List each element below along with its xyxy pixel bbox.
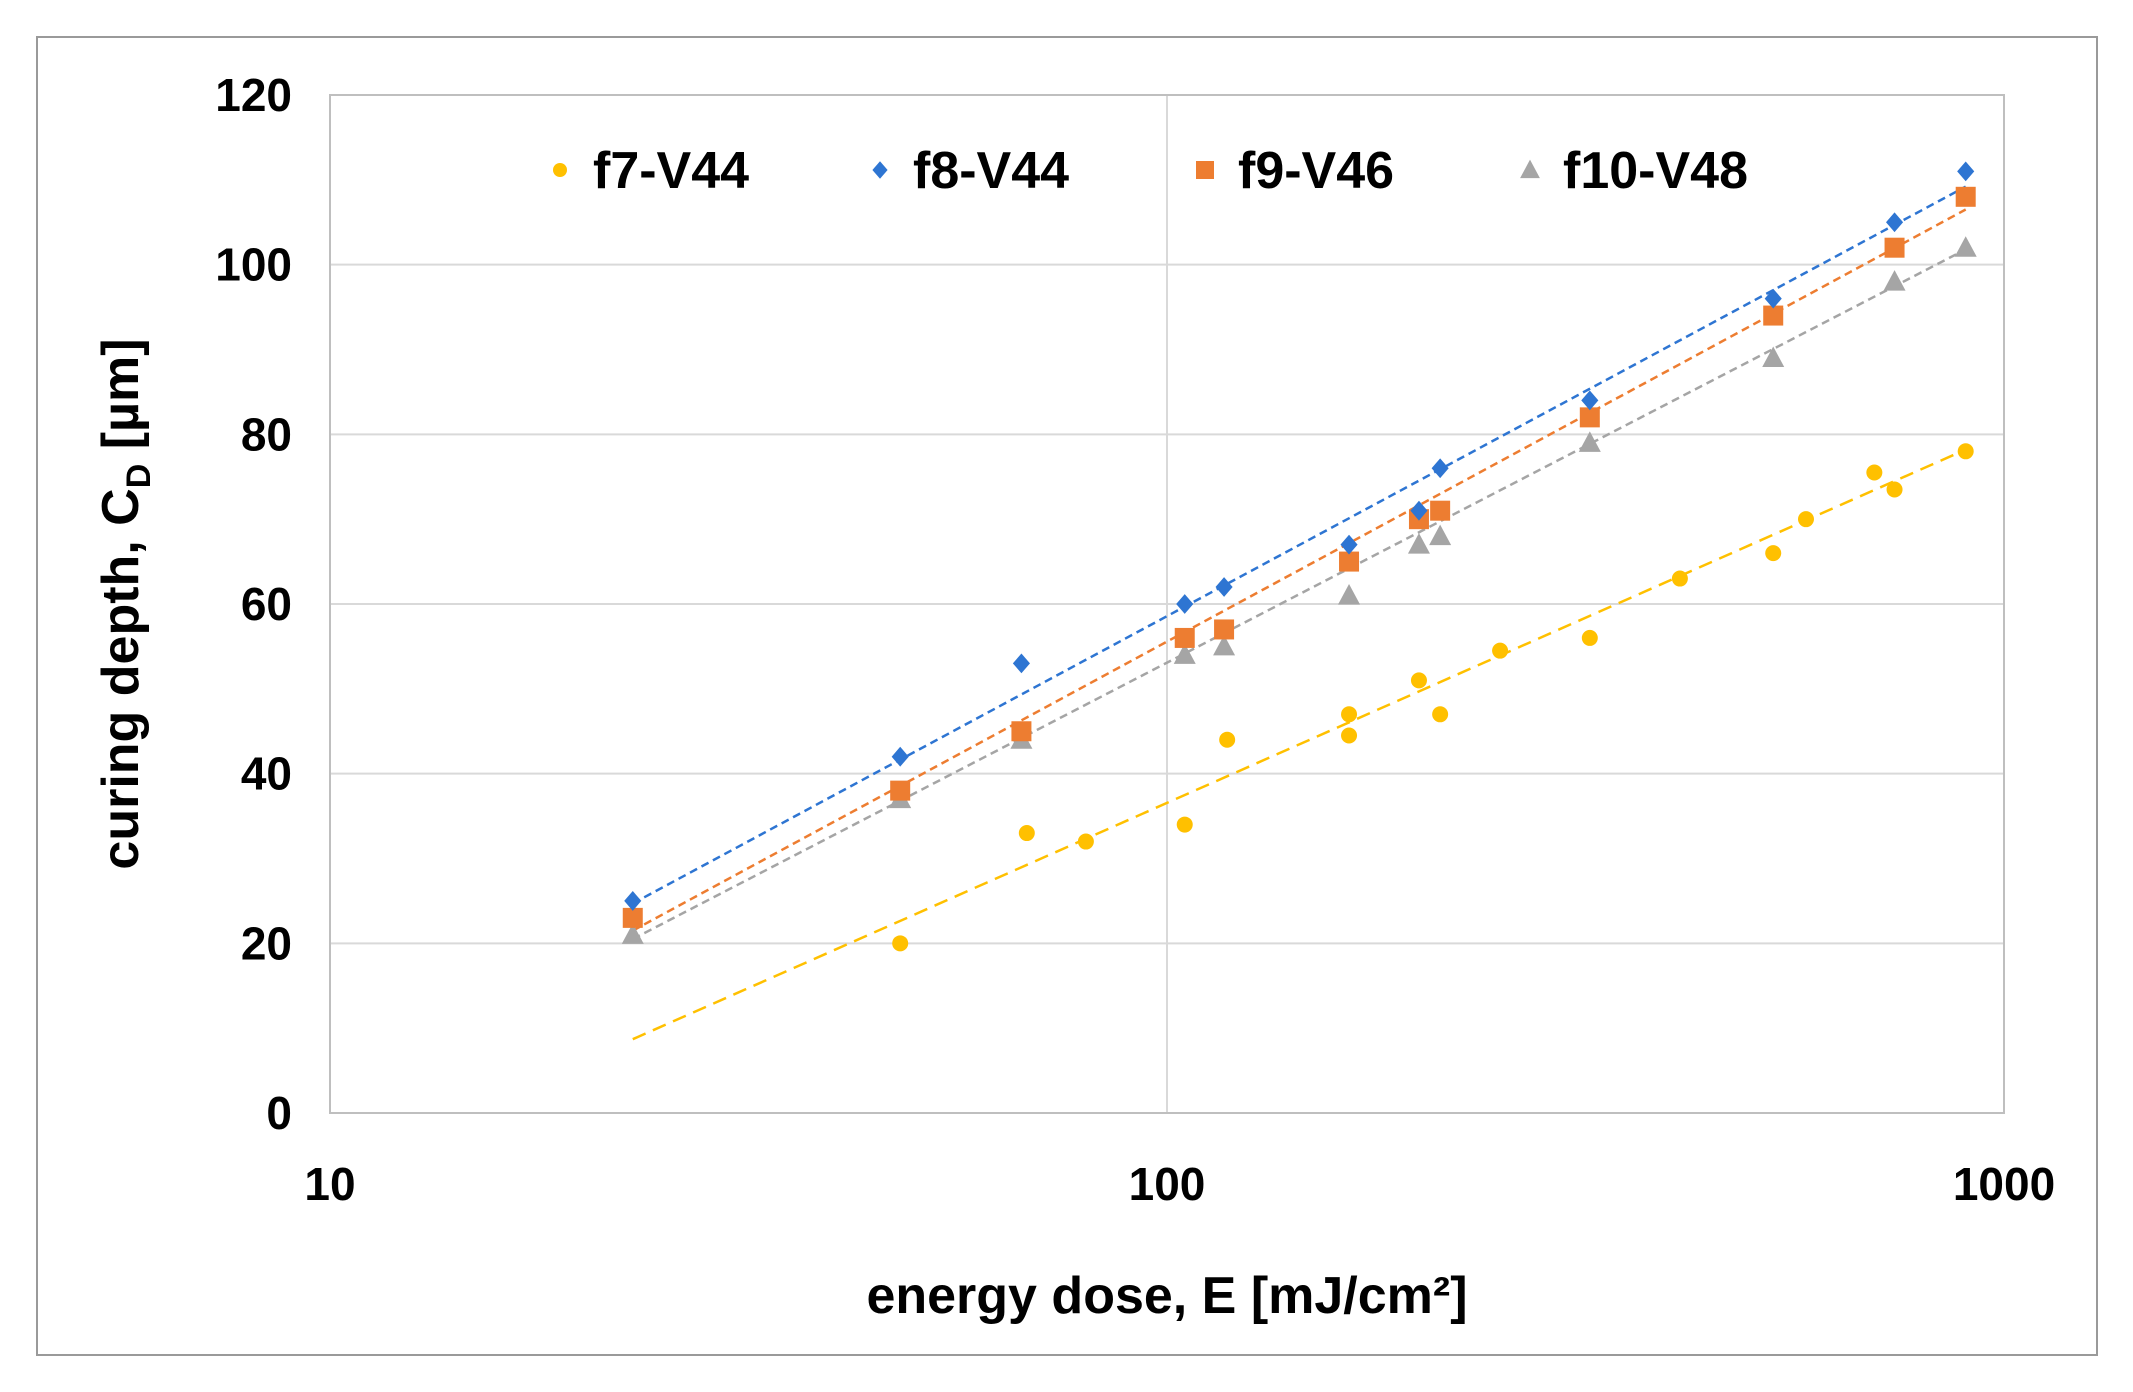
series-f8 [624,161,1975,911]
data-point-f10 [1429,524,1452,546]
legend-item-f9: f9-V46 [1196,142,1394,200]
legend-label-f8: f8-V44 [913,142,1069,200]
data-point-f9 [1174,627,1195,648]
trendlines [632,185,1967,1041]
data-point-f9 [1214,619,1235,640]
data-point-f8 [1885,212,1904,233]
data-point-f7 [892,935,909,952]
data-point-f8 [1176,594,1194,614]
data-point-f7 [1797,511,1814,528]
data-point-f7 [1219,731,1236,748]
data-point-f8 [1340,534,1358,555]
y-tick-label: 0 [266,1087,292,1139]
trendline-f10 [632,248,1967,941]
data-point-f8 [1431,458,1449,479]
data-point-f10 [1762,346,1785,367]
data-point-f7 [1765,545,1782,562]
x-tick-label: 10 [304,1158,355,1210]
legend-item-f7: f7-V44 [553,142,749,200]
data-point-f8 [1410,500,1428,521]
chart-frame [36,36,2098,1356]
legend-label-f10: f10-V48 [1563,142,1748,200]
data-point-f10 [1338,584,1361,605]
plot-area-border [329,94,2005,1114]
legend-marker-f8 [872,161,888,179]
data-point-f10 [1883,270,1906,291]
data-point-f8 [1764,288,1782,309]
y-tick-label: 100 [215,239,292,291]
series-f7 [892,443,1974,952]
data-point-f7 [1176,816,1193,833]
y-axis-title-main: curing depth, C [92,488,150,869]
legend-marker-f10 [1520,159,1540,179]
data-point-f9 [1884,237,1905,258]
y-tick-label: 20 [241,917,292,969]
data-point-f9 [890,780,911,801]
trendline-f7 [632,448,1967,1041]
x-axis-title: energy dose, E [mJ/cm²] [866,1267,1467,1325]
data-point-f10 [1954,236,1977,257]
y-axis-title-subscript: D [120,464,158,489]
data-point-f10 [1173,643,1196,664]
legend-marker-f7 [553,163,567,177]
data-point-f9 [1955,186,1976,207]
data-point-f10 [1407,533,1430,554]
data-point-f10 [1578,431,1601,452]
data-points [621,161,1977,952]
data-point-f7 [1866,464,1883,481]
y-axis-title-unit: [µm] [92,338,150,463]
data-point-f7 [1341,727,1358,744]
data-point-f7 [1077,833,1094,850]
data-point-f7 [1492,642,1509,659]
data-point-f8 [1012,653,1030,674]
data-point-f9 [1579,407,1600,428]
data-point-f10 [621,923,644,944]
data-point-f8 [1581,390,1599,411]
data-point-f8 [1215,577,1233,597]
data-point-f9 [1763,305,1784,326]
x-tick-label: 100 [1129,1158,1206,1210]
legend-item-f10: f10-V48 [1520,142,1748,200]
data-point-f9 [1430,500,1451,521]
legend-label-f7: f7-V44 [593,142,749,200]
legend-label-f9: f9-V46 [1238,142,1394,200]
y-axis-ticks: 0 20 40 60 80 100 120 [215,69,292,1139]
y-tick-label: 80 [241,408,292,460]
data-point-f7 [1886,481,1903,498]
data-point-f7 [1018,825,1035,842]
data-point-f9 [1011,721,1032,742]
x-tick-label: 1000 [1953,1158,2055,1210]
x-axis-ticks: 10 100 1000 [304,1158,2055,1210]
data-point-f8 [624,891,642,911]
trendline-f9 [632,208,1967,932]
data-point-f8 [1957,161,1975,182]
data-point-f7 [1957,443,1974,460]
legend: f7-V44 f8-V44 f9-V46 f10-V48 [553,142,1748,200]
trendline-f8 [632,185,1967,905]
y-tick-label: 40 [241,748,292,800]
legend-item-f8: f8-V44 [872,142,1069,200]
y-axis-title: curing depth, CD [µm] [92,338,158,869]
data-point-f9 [622,907,643,928]
y-tick-label: 120 [215,69,292,121]
data-point-f9 [1339,551,1360,572]
data-point-f7 [1581,629,1598,646]
legend-marker-f9 [1196,161,1214,179]
y-tick-label: 60 [241,578,292,630]
data-point-f8 [891,746,909,767]
series-f10 [621,236,1977,944]
data-point-f7 [1341,706,1358,723]
data-point-f7 [1410,672,1427,689]
data-point-f10 [1213,634,1236,656]
gridlines [330,95,2004,1113]
data-point-f7 [1671,570,1688,587]
data-point-f7 [1432,706,1449,723]
